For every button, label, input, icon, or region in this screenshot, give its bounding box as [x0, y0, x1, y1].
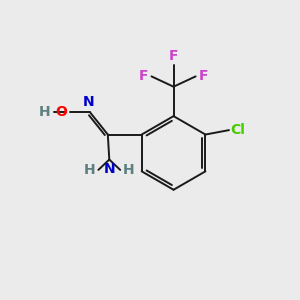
Text: H: H	[84, 163, 95, 177]
Text: H: H	[39, 106, 50, 119]
Text: F: F	[199, 69, 208, 83]
Text: H: H	[123, 163, 135, 177]
Text: Cl: Cl	[230, 123, 245, 137]
Text: N: N	[83, 95, 94, 109]
Text: F: F	[169, 49, 178, 63]
Text: N: N	[103, 162, 115, 176]
Text: F: F	[139, 69, 148, 83]
Text: O: O	[56, 106, 68, 119]
